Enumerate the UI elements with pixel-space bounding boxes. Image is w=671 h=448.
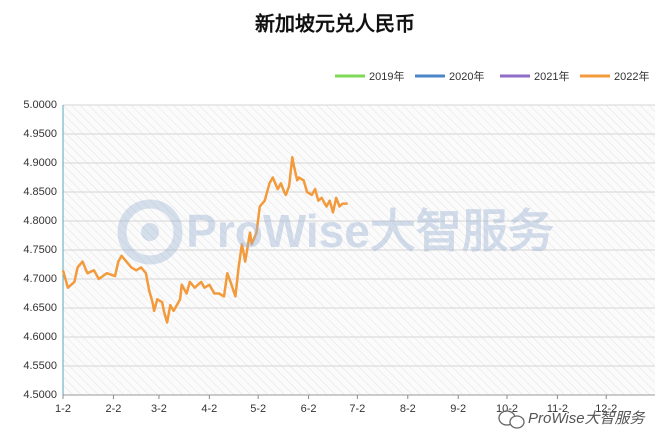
x-tick-label: 5-2 [250, 403, 266, 415]
legend-label: 2020年 [449, 69, 484, 83]
x-tick-label: 9-2 [450, 403, 466, 415]
chart-title: 新加坡元兑人民币 [255, 12, 415, 36]
x-tick-label: 8-2 [400, 403, 416, 415]
y-tick-label: 4.6500 [23, 302, 57, 314]
x-tick-label: 12-2 [595, 403, 617, 415]
y-tick-label: 4.8500 [23, 186, 57, 198]
x-tick-label: 3-2 [151, 403, 167, 415]
x-tick-label: 1-2 [55, 403, 71, 415]
x-tick-label: 4-2 [201, 403, 217, 415]
y-tick-label: 4.9500 [23, 128, 57, 140]
legend-label: 2019年 [369, 69, 404, 83]
x-tick-label: 6-2 [301, 403, 317, 415]
y-tick-label: 4.7500 [23, 244, 57, 256]
x-tick-label: 2-2 [105, 403, 121, 415]
y-tick-label: 4.8000 [23, 215, 57, 227]
x-tick-label: 11-2 [547, 403, 568, 415]
y-tick-label: 4.9000 [23, 157, 57, 169]
y-tick-label: 4.5000 [23, 389, 57, 401]
footer-text: ProWise大智服务 [528, 410, 647, 427]
y-tick-label: 5.0000 [23, 99, 57, 111]
series-line [61, 155, 348, 324]
y-tick-label: 4.7000 [23, 273, 57, 285]
x-tick-label: 10-2 [496, 403, 518, 415]
y-tick-label: 4.6000 [23, 331, 57, 343]
x-tick-label: 7-2 [349, 403, 365, 415]
legend-label: 2021年 [534, 69, 569, 83]
footer-icon [498, 410, 525, 429]
y-tick-label: 4.5500 [23, 360, 57, 372]
legend-label: 2022年 [614, 69, 649, 83]
watermark: ProWise大智服务 [186, 205, 554, 257]
watermark-logo [117, 199, 183, 265]
